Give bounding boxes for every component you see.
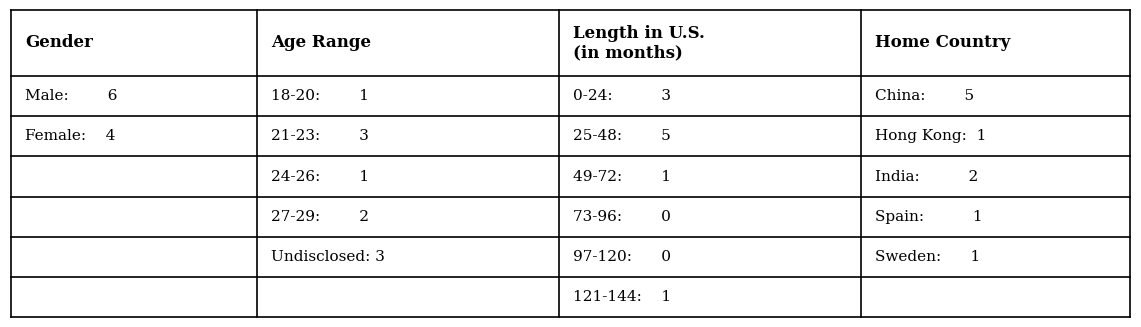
Text: 121-144:    1: 121-144: 1: [573, 290, 671, 304]
Text: Spain:          1: Spain: 1: [875, 210, 982, 224]
Text: Sweden:      1: Sweden: 1: [875, 250, 980, 264]
Text: China:        5: China: 5: [875, 89, 974, 103]
Text: 49-72:        1: 49-72: 1: [573, 170, 671, 183]
Text: Age Range: Age Range: [272, 34, 371, 51]
Text: 97-120:      0: 97-120: 0: [573, 250, 671, 264]
Text: 18-20:        1: 18-20: 1: [272, 89, 369, 103]
Text: 73-96:        0: 73-96: 0: [573, 210, 671, 224]
Text: Undisclosed: 3: Undisclosed: 3: [272, 250, 385, 264]
Text: India:          2: India: 2: [875, 170, 978, 183]
Text: Hong Kong:  1: Hong Kong: 1: [875, 129, 986, 143]
Text: 24-26:        1: 24-26: 1: [272, 170, 370, 183]
Text: Home Country: Home Country: [875, 34, 1010, 51]
Text: 27-29:        2: 27-29: 2: [272, 210, 369, 224]
Text: Male:        6: Male: 6: [25, 89, 118, 103]
Text: 0-24:          3: 0-24: 3: [573, 89, 671, 103]
Text: Length in U.S.
(in months): Length in U.S. (in months): [573, 25, 705, 61]
Text: Gender: Gender: [25, 34, 92, 51]
Text: 25-48:        5: 25-48: 5: [573, 129, 671, 143]
Text: Female:    4: Female: 4: [25, 129, 115, 143]
Text: 21-23:        3: 21-23: 3: [272, 129, 369, 143]
